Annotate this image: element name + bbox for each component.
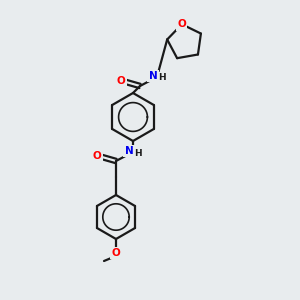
Text: O: O (112, 248, 120, 258)
Text: H: H (158, 74, 166, 82)
Text: N: N (124, 146, 134, 156)
Text: O: O (93, 151, 101, 161)
Text: H: H (134, 148, 142, 158)
Text: N: N (148, 71, 158, 81)
Text: O: O (117, 76, 125, 86)
Text: O: O (178, 19, 186, 29)
